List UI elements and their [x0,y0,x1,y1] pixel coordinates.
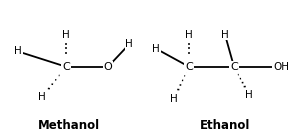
Text: H: H [185,30,193,40]
Text: OH: OH [273,62,289,72]
Text: H: H [125,39,133,49]
Text: H: H [38,92,46,102]
Text: H: H [170,94,178,104]
Text: C: C [62,62,70,72]
Text: H: H [245,90,253,100]
Text: O: O [103,62,112,72]
Text: C: C [230,62,238,72]
Text: H: H [62,30,70,40]
Text: C: C [185,62,193,72]
Text: H: H [14,46,22,56]
Text: Ethanol: Ethanol [200,119,250,132]
Text: H: H [152,44,160,54]
Text: Methanol: Methanol [38,119,100,132]
Text: H: H [221,30,229,40]
